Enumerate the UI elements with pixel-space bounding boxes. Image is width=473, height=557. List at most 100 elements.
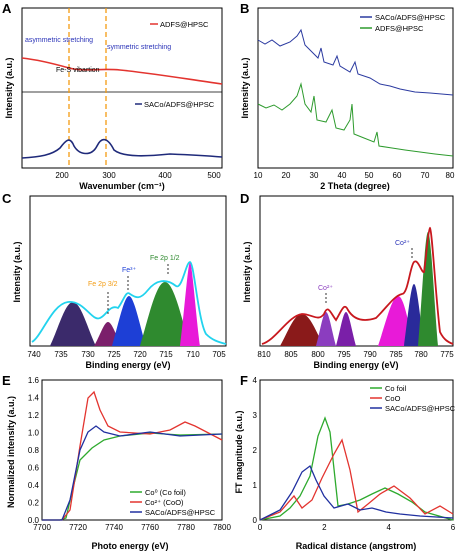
x-axis-title-d: Binding energy (eV) <box>313 360 398 370</box>
legend-label-a-bottom: SACo/ADFS@HPSC <box>144 100 215 109</box>
y-tick-e-0: 0.0 <box>28 516 40 525</box>
series-line-adfs <box>21 57 223 85</box>
y-tick-e-3: 0.6 <box>28 464 40 473</box>
y-tick-f-2: 2 <box>253 446 258 455</box>
y-tick-e-7: 1.4 <box>28 394 40 403</box>
x-tick-c-5: 715 <box>159 350 173 359</box>
peak-d-1 <box>280 314 324 346</box>
envelope-line-c <box>31 261 227 345</box>
legend-label-e-2: SACo/ADFS@HPSC <box>145 508 216 517</box>
x-axis-title-b: 2 Theta (degree) <box>320 181 390 191</box>
x-tick-d-0: 810 <box>257 350 271 359</box>
x-tick-c-4: 720 <box>133 350 147 359</box>
x-tick-b-7: 80 <box>446 171 455 180</box>
annotation-fe3plus: Fe³⁺ <box>122 267 137 274</box>
panel-f-frame <box>259 379 454 521</box>
panel-b: B SACo/ADFS@HPSC ADFS@HPSC Intensity (a.… <box>240 1 455 191</box>
x-axis-title-a: Wavenumber (cm⁻¹) <box>79 181 164 191</box>
legend-label-f-0: Co foil <box>385 384 407 393</box>
panel-d-frame <box>259 195 454 347</box>
y-tick-e-1: 0.2 <box>28 499 40 508</box>
panel-letter-e: E <box>2 373 11 388</box>
annotation-asymmetric: asymmetric stretching <box>25 37 93 44</box>
peak-d-2 <box>316 312 336 346</box>
panel-letter-b: B <box>240 1 249 16</box>
peak-d-4 <box>378 296 414 346</box>
x-tick-f-2: 4 <box>386 523 391 532</box>
panel-e: E 0.00.20.40.60.81.01.21.41.6 7700 7720 77… <box>2 373 231 551</box>
y-axis-title-a: Intensity (a.u.) <box>4 57 14 118</box>
x-axis-title-e: Photo energy (eV) <box>91 541 168 551</box>
series-line-co-foil <box>42 432 223 521</box>
legend-label-e-0: Co⁰ (Co foil) <box>145 488 186 497</box>
legend-label-f-1: CoO <box>385 394 401 403</box>
x-ticks-f: 0 2 4 6 <box>258 523 456 532</box>
y-axis-title-c: Intensity (a.u.) <box>12 241 22 302</box>
y-tick-e-5: 1.0 <box>28 429 40 438</box>
x-tick-a-1: 300 <box>102 171 116 180</box>
legend-label-b-1: ADFS@HPSC <box>375 24 424 33</box>
x-tick-a-0: 200 <box>55 171 69 180</box>
x-tick-e-0: 7700 <box>33 523 51 532</box>
y-tick-e-4: 0.8 <box>28 446 40 455</box>
x-tick-b-2: 30 <box>310 171 319 180</box>
peak-d-6 <box>418 232 438 346</box>
panel-e-frame <box>41 379 223 521</box>
x-tick-d-7: 775 <box>440 350 454 359</box>
x-tick-b-6: 70 <box>421 171 430 180</box>
panel-a: A ADFS@HPSC SACo/ADFS@HPSC asymmetric st… <box>2 1 223 191</box>
peak-d-3 <box>336 312 356 346</box>
annotation-fe2p32: Fe 2p 3/2 <box>88 281 118 288</box>
x-tick-b-1: 20 <box>282 171 291 180</box>
legend-label-b-0: SACo/ADFS@HPSC <box>375 13 446 22</box>
y-axis-title-e: Normalized intensity (a.u.) <box>6 396 16 508</box>
series-line-saco-xrd <box>257 28 454 96</box>
x-tick-b-4: 50 <box>365 171 374 180</box>
y-axis-title-b: Intensity (a.u.) <box>240 57 250 118</box>
x-ticks-e: 7700 7720 7740 7760 7780 7800 <box>33 523 231 532</box>
peak-c-5 <box>180 262 200 346</box>
x-tick-d-3: 795 <box>337 350 351 359</box>
x-tick-f-3: 6 <box>451 523 456 532</box>
annotation-co2plus-left: Co²⁺ <box>318 285 333 292</box>
x-tick-d-6: 780 <box>414 350 428 359</box>
series-line-adfs-xrd <box>257 82 454 157</box>
x-tick-b-5: 60 <box>393 171 402 180</box>
x-tick-a-2: 400 <box>158 171 172 180</box>
x-tick-c-1: 735 <box>54 350 68 359</box>
x-tick-d-1: 805 <box>284 350 298 359</box>
panel-c: C Fe 2p 3/2 Fe³⁺ Fe 2p 1/2 Intensity (a.… <box>2 191 227 370</box>
x-tick-c-0: 740 <box>27 350 41 359</box>
legend-label-e-1: Co²⁺ (CoO) <box>145 498 184 507</box>
x-tick-e-5: 7800 <box>213 523 231 532</box>
panel-a-frame <box>21 7 223 169</box>
x-tick-b-0: 10 <box>254 171 263 180</box>
x-axis-title-c: Binding energy (eV) <box>85 360 170 370</box>
x-tick-b-3: 40 <box>338 171 347 180</box>
envelope-line-d <box>261 226 454 345</box>
y-tick-f-1: 1 <box>253 481 258 490</box>
legend-label-a-top: ADFS@HPSC <box>160 20 209 29</box>
x-tick-d-5: 785 <box>389 350 403 359</box>
y-tick-f-3: 3 <box>253 411 258 420</box>
x-tick-c-7: 705 <box>212 350 226 359</box>
annotation-fe2p12: Fe 2p 1/2 <box>150 255 180 262</box>
x-axis-title-f: Radical distance (angstrom) <box>296 541 417 551</box>
panel-letter-f: F <box>240 373 248 388</box>
x-tick-d-4: 790 <box>363 350 377 359</box>
x-tick-c-6: 710 <box>186 350 200 359</box>
y-tick-e-6: 1.2 <box>28 411 40 420</box>
panel-letter-a: A <box>2 1 12 16</box>
y-ticks-f: 0 1 2 3 4 <box>253 376 258 525</box>
x-tick-e-2: 7740 <box>105 523 123 532</box>
peak-c-3 <box>112 296 146 346</box>
panel-letter-d: D <box>240 191 249 206</box>
panel-d: D Co²⁺ Co²⁺ Intensity (a.u.) 810 805 800… <box>240 191 454 370</box>
x-tick-c-3: 725 <box>107 350 121 359</box>
series-line-saco-ft <box>259 464 454 521</box>
series-line-coo <box>42 390 223 521</box>
series-line-saco-xanes <box>42 425 223 521</box>
peak-c-4 <box>140 282 190 346</box>
y-axis-title-d: Intensity (a.u.) <box>242 241 252 302</box>
